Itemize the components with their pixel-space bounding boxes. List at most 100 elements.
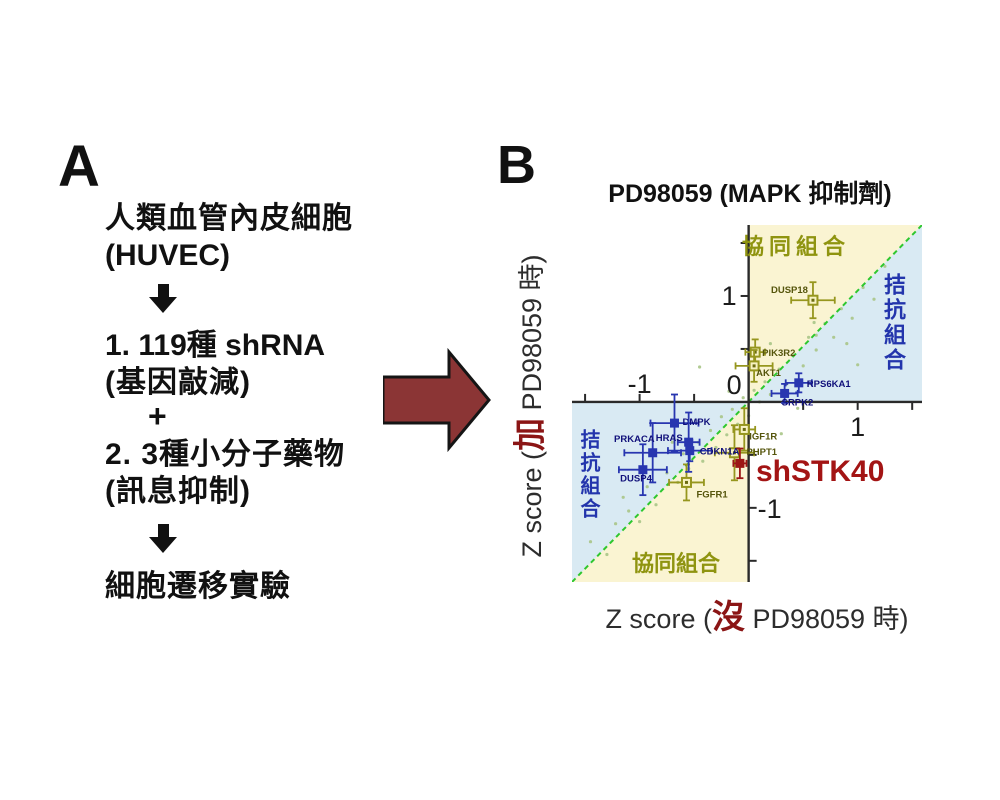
- origin-label: 0: [727, 370, 742, 400]
- background-dot: [779, 432, 783, 436]
- point-label-PIK3R2: PIK3R2: [762, 348, 795, 359]
- background-dot: [614, 522, 618, 526]
- background-dot: [856, 363, 860, 367]
- background-dot: [605, 552, 609, 557]
- background-dot: [812, 320, 816, 325]
- background-dot: [681, 452, 685, 456]
- y-tick-label: 1: [722, 281, 737, 311]
- chart-title: PD98059 (MAPK 抑制劑): [608, 180, 892, 208]
- y-tick-label: -1: [758, 494, 782, 524]
- x-axis-label-pre: Z score (: [605, 604, 712, 634]
- background-dot: [888, 283, 892, 287]
- down-arrow-icon: [148, 284, 178, 313]
- scatter-svg: -1 0 1 1 -1 DUSP18 PIK3R2 AKT1 IGF1R PHPT1 FGFR1 RP…: [572, 225, 922, 582]
- background-dot: [872, 297, 876, 301]
- flow-step-signal-inhibition: (訊息抑制): [105, 475, 251, 508]
- down-arrow-icon: [148, 524, 178, 553]
- point-SRPK2: SRPK2: [770, 383, 814, 408]
- quadrant-label-synergy-bottom: 協同組合: [631, 551, 720, 576]
- point-DUSP4: DUSP4: [617, 443, 668, 497]
- background-dot: [654, 503, 658, 507]
- background-dot: [698, 365, 702, 369]
- point-label-DMPK: DMPK: [682, 417, 710, 428]
- background-dot: [670, 440, 674, 444]
- x-tick-label: -1: [628, 369, 652, 399]
- background-dot: [621, 495, 625, 499]
- background-dot: [708, 428, 713, 433]
- background-dot: [701, 459, 705, 463]
- shstk40-annotation: shSTK40: [756, 455, 885, 488]
- point-FGFR1: FGFR1: [668, 463, 728, 502]
- diagonal-line: [572, 225, 922, 582]
- flow-step-knockdown: (基因敲減): [105, 366, 251, 399]
- background-dot: [638, 520, 642, 524]
- point-PIK3R2: PIK3R2: [744, 338, 795, 366]
- point-label-AKT1: AKT1: [756, 368, 782, 379]
- point-DUSP18: DUSP18: [771, 281, 836, 320]
- down-arrow-stem: [157, 284, 169, 297]
- antagonism-region-right: [748, 225, 922, 402]
- point-label-PRKACA: PRKACA: [614, 434, 655, 445]
- point-PHPT1: PHPT1: [713, 424, 778, 482]
- x-axis-label: Z score (沒 PD98059 時): [577, 590, 937, 638]
- point-label-PHPT1: PHPT1: [746, 447, 777, 458]
- down-arrow-stem: [157, 524, 169, 537]
- background-dot: [645, 485, 649, 489]
- x-tick-label: 1: [850, 412, 865, 442]
- flow-step-drugs: 2. 3種小分子藥物: [105, 438, 346, 471]
- point-RPS6KA1: RPS6KA1: [784, 372, 852, 394]
- point-label-SRPK2: SRPK2: [782, 397, 814, 408]
- point-label-DUSP4: DUSP4: [620, 474, 652, 485]
- x-axis-label-highlight: 沒: [711, 598, 745, 635]
- x-axis-label-post: PD98059 時): [744, 604, 909, 634]
- background-dot: [719, 415, 723, 419]
- scatter-plot: -1 0 1 1 -1 DUSP18 PIK3R2 AKT1 IGF1R PHPT1 FGFR1 RP…: [572, 225, 922, 582]
- quadrant-label-antagonism-right: 拮抗組合: [881, 273, 906, 373]
- background-dot: [832, 335, 836, 339]
- background-dot: [730, 407, 734, 411]
- y-axis-label-pre: Z score (: [517, 451, 547, 558]
- background-dot: [714, 445, 718, 450]
- background-dot: [763, 380, 767, 384]
- y-axis-label: Z score (加 PD98059 時): [503, 254, 551, 557]
- flow-arrow-shape: [383, 347, 491, 453]
- background-dot: [796, 406, 800, 410]
- flow-step-migration-assay: 細胞遷移實驗: [105, 570, 291, 603]
- point-IGF1R: IGF1R: [732, 407, 777, 452]
- flow-step-shrna: 1. 119種 shRNA: [105, 329, 326, 362]
- background-dot: [727, 389, 731, 393]
- quadrant-label-synergy-top: 協同組合: [741, 234, 850, 259]
- point-label-FGFR1: FGFR1: [696, 489, 728, 500]
- background-dot: [752, 388, 756, 392]
- down-arrow-head: [149, 537, 177, 553]
- point-label-IGF1R: IGF1R: [749, 431, 777, 442]
- point-label-CDKN1A: CDKN1A: [700, 447, 740, 458]
- background-dot: [741, 396, 745, 400]
- down-arrow-head: [149, 297, 177, 313]
- panel-b-label: B: [497, 135, 536, 195]
- point-PRKACA: PRKACA: [614, 422, 682, 484]
- background-dot: [807, 335, 811, 339]
- point-label-HRAS: HRAS: [656, 433, 683, 444]
- background-dot: [850, 316, 854, 320]
- y-axis-label-highlight: 加: [511, 418, 548, 452]
- point-label-DUSP18: DUSP18: [771, 285, 808, 296]
- point-AKT1: AKT1: [734, 349, 782, 383]
- y-axis-label-post: PD98059 時): [517, 254, 547, 419]
- quadrant-label-antagonism-left: 拮抗組合: [577, 429, 599, 521]
- background-dot: [801, 364, 805, 368]
- flow-step-huvec: (HUVEC): [105, 239, 230, 272]
- panel-a-label: A: [58, 134, 100, 199]
- background-dot: [725, 433, 729, 437]
- background-dot: [588, 540, 593, 544]
- background-dot: [883, 264, 887, 268]
- flow-arrow-icon: [383, 347, 491, 453]
- background-dot: [768, 342, 772, 346]
- background-dot: [814, 348, 818, 352]
- background-dot: [627, 509, 631, 513]
- point-CDKN1A: CDKN1A: [667, 439, 740, 463]
- background-dot: [814, 333, 818, 337]
- point-label-RPS6KA1: RPS6KA1: [807, 379, 852, 390]
- point-shSTK40: [732, 447, 748, 480]
